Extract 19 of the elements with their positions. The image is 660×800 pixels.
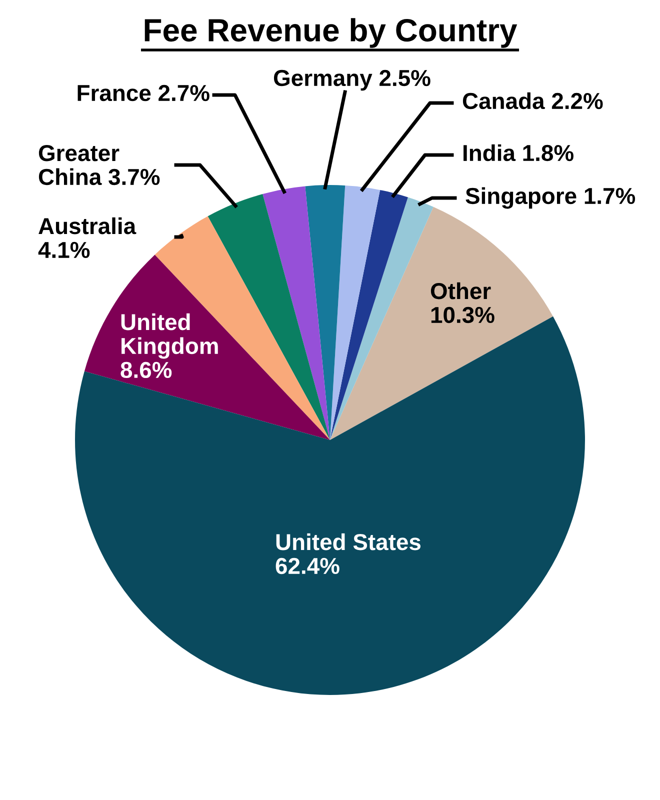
pie-slice	[305, 185, 346, 440]
pie-slice	[330, 190, 408, 440]
slice-label: Singapore 1.7%	[466, 187, 636, 209]
slice-label: Greater China 3.7%	[38, 144, 160, 186]
pie-slice	[330, 185, 380, 440]
chart-title: Fee Revenue by Country	[144, 18, 518, 48]
data-label: 8.6%	[120, 362, 172, 378]
data-label: 62.4%	[276, 558, 340, 574]
slice-label: United Kingdom	[121, 313, 218, 359]
slice-label: India 1.8%	[464, 144, 574, 162]
data-label: 4.1%	[38, 242, 90, 258]
slice-label: United States	[276, 533, 420, 550]
slice-label: France 2.7%	[78, 84, 210, 102]
pie-slice	[262, 186, 330, 440]
slice-label: Germany 2.5%	[274, 70, 430, 91]
slice-label: Australia	[38, 217, 136, 234]
data-label: 10.3%	[431, 306, 494, 324]
slice-label: Canada 2.2%	[462, 92, 603, 110]
slice-label: Other	[430, 282, 491, 300]
